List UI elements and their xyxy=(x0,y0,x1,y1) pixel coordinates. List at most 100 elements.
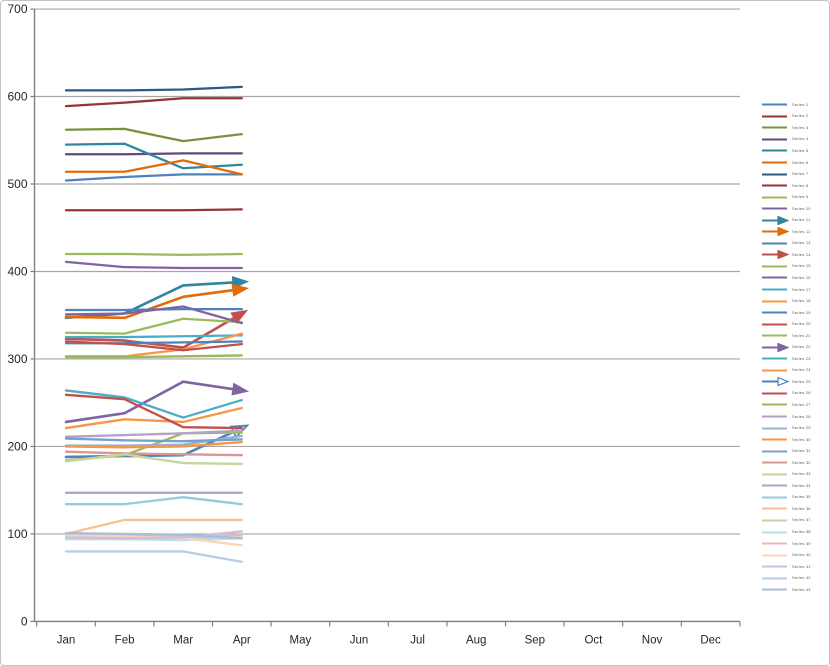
series-line-33[interactable] xyxy=(64,453,243,466)
legend-item-38[interactable]: Series 38 xyxy=(762,526,811,538)
legend-item-15[interactable]: Series 15 xyxy=(762,261,811,273)
series-line-21[interactable] xyxy=(64,354,243,359)
series-line-23[interactable] xyxy=(64,389,243,419)
series-line-10[interactable] xyxy=(64,260,243,270)
legend-item-42[interactable]: Series 42 xyxy=(762,572,811,584)
series-line-1[interactable] xyxy=(64,173,243,182)
legend-item-21[interactable]: Series 21 xyxy=(762,330,811,342)
legend-swatch xyxy=(762,196,787,199)
series-line-26[interactable] xyxy=(64,393,243,430)
legend-item-14[interactable]: Series 14 xyxy=(762,249,811,261)
legend-swatch xyxy=(762,242,787,245)
series-line-25[interactable] xyxy=(64,429,238,459)
legend-item-2[interactable]: Series 2 xyxy=(762,111,811,123)
legend-swatch xyxy=(762,138,787,141)
legend-item-16[interactable]: Series 16 xyxy=(762,272,811,284)
legend-item-13[interactable]: Series 13 xyxy=(762,238,811,250)
legend-item-11[interactable]: Series 11 xyxy=(762,214,811,226)
series-line-14[interactable] xyxy=(64,315,238,349)
legend-swatch xyxy=(762,250,789,260)
legend-swatch xyxy=(762,531,787,533)
legend-item-41[interactable]: Series 41 xyxy=(762,561,811,573)
legend-item-28[interactable]: Series 28 xyxy=(762,411,811,423)
legend-swatch xyxy=(762,438,787,441)
legend-item-36[interactable]: Series 36 xyxy=(762,503,811,515)
series-line-2[interactable] xyxy=(64,97,243,108)
legend-label: Series 34 xyxy=(792,482,811,488)
legend-item-9[interactable]: Series 9 xyxy=(762,191,811,203)
legend-swatch xyxy=(762,115,787,118)
y-tick-label: 400 xyxy=(7,265,27,279)
series-line-7[interactable] xyxy=(64,85,243,92)
legend-item-3[interactable]: Series 3 xyxy=(762,122,811,134)
legend-label: Series 35 xyxy=(792,494,811,500)
series-line-8[interactable] xyxy=(64,208,243,212)
series-line-3[interactable] xyxy=(64,127,243,143)
series-line-17[interactable] xyxy=(64,334,243,339)
legend-item-24[interactable]: Series 24 xyxy=(762,365,811,377)
legend-item-35[interactable]: Series 35 xyxy=(762,492,811,504)
series-line-32[interactable] xyxy=(64,450,243,457)
legend-label: Series 17 xyxy=(792,286,811,292)
series-line-5[interactable] xyxy=(64,142,243,170)
series-line-6[interactable] xyxy=(64,159,243,176)
legend-item-7[interactable]: Series 7 xyxy=(762,168,811,180)
legend-item-30[interactable]: Series 30 xyxy=(762,434,811,446)
series-line-9[interactable] xyxy=(64,252,243,257)
series-line-42[interactable] xyxy=(64,550,243,564)
series-line-11[interactable] xyxy=(64,281,238,320)
series-line-35[interactable] xyxy=(64,496,243,506)
legend-item-27[interactable]: Series 27 xyxy=(762,399,811,411)
legend-label: Series 15 xyxy=(792,263,811,269)
legend-item-20[interactable]: Series 20 xyxy=(762,318,811,330)
legend-item-23[interactable]: Series 23 xyxy=(762,353,811,365)
legend-item-12[interactable]: Series 12 xyxy=(762,226,811,238)
legend-item-29[interactable]: Series 29 xyxy=(762,422,811,434)
legend-swatch xyxy=(762,334,787,337)
legend-item-1[interactable]: Series 1 xyxy=(762,99,811,111)
legend-item-25[interactable]: Series 25 xyxy=(762,376,811,388)
legend-label: Series 14 xyxy=(792,251,811,257)
legend-item-40[interactable]: Series 40 xyxy=(762,549,811,561)
legend-item-10[interactable]: Series 10 xyxy=(762,203,811,215)
legend-swatch xyxy=(762,342,789,352)
legend-item-33[interactable]: Series 33 xyxy=(762,469,811,481)
series-line-38[interactable] xyxy=(64,537,243,542)
legend-label: Series 24 xyxy=(792,367,811,373)
legend-item-17[interactable]: Series 17 xyxy=(762,284,811,296)
series-line-36[interactable] xyxy=(64,518,243,536)
legend-label: Series 8 xyxy=(792,182,809,188)
series-line-12[interactable] xyxy=(64,288,238,320)
legend-item-4[interactable]: Series 4 xyxy=(762,134,811,146)
legend-item-43[interactable]: Series 43 xyxy=(762,584,811,596)
legend-label: Series 38 xyxy=(792,529,811,534)
x-tick-label: Jun xyxy=(350,634,369,646)
series-line-20[interactable] xyxy=(64,340,243,352)
legend-item-19[interactable]: Series 19 xyxy=(762,307,811,319)
series-line-22[interactable] xyxy=(64,380,238,424)
legend-swatch xyxy=(762,369,787,372)
x-tick-label: Feb xyxy=(115,634,135,646)
series-line-28[interactable] xyxy=(64,429,243,438)
series-line-30[interactable] xyxy=(64,440,243,449)
series-line-31[interactable] xyxy=(64,437,243,443)
legend-item-8[interactable]: Series 8 xyxy=(762,180,811,192)
series-line-43[interactable] xyxy=(64,531,243,540)
series-line-4[interactable] xyxy=(64,152,243,156)
series-line-16[interactable] xyxy=(64,305,243,325)
legend: Series 1 Series 2 Series 3 Series 4 Series 5… xyxy=(762,99,811,596)
legend-item-31[interactable]: Series 31 xyxy=(762,445,811,457)
legend-item-39[interactable]: Series 39 xyxy=(762,538,811,550)
legend-item-18[interactable]: Series 18 xyxy=(762,295,811,307)
legend-item-37[interactable]: Series 37 xyxy=(762,515,811,527)
series-line-15[interactable] xyxy=(64,317,243,335)
legend-item-22[interactable]: Series 22 xyxy=(762,341,811,353)
legend-item-6[interactable]: Series 6 xyxy=(762,157,811,169)
legend-item-5[interactable]: Series 5 xyxy=(762,145,811,157)
legend-item-26[interactable]: Series 26 xyxy=(762,388,811,400)
legend-swatch xyxy=(762,149,787,152)
legend-item-34[interactable]: Series 34 xyxy=(762,480,811,492)
series-line-41[interactable] xyxy=(64,530,243,540)
series-line-24[interactable] xyxy=(64,406,243,430)
legend-item-32[interactable]: Series 32 xyxy=(762,457,811,469)
